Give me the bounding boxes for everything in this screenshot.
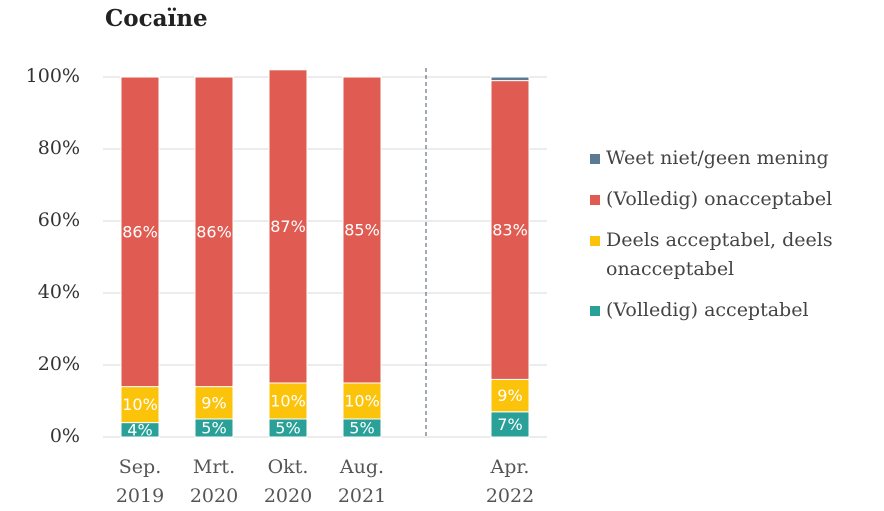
y-tick-label: 0%: [50, 425, 80, 447]
data-label: 9%: [497, 386, 522, 405]
x-tick-label: Apr. 2022: [486, 456, 534, 507]
bar-segment: [194, 76, 234, 388]
legend-item: Deels acceptabel, deels onacceptabel: [590, 226, 880, 284]
bar-segment: [490, 411, 530, 438]
chart-title: Cocaïne: [105, 5, 208, 32]
data-label: 7%: [497, 415, 522, 434]
bar-segment: [490, 76, 530, 82]
y-tick-label: 100%: [26, 65, 80, 87]
data-label: 5%: [349, 419, 374, 438]
data-label: 86%: [122, 222, 158, 241]
legend-swatch: [590, 195, 600, 205]
data-label: 83%: [492, 221, 528, 240]
x-tick-label: Mrt. 2020: [190, 456, 238, 507]
legend-swatch: [590, 236, 600, 246]
data-label: 87%: [270, 217, 306, 236]
data-label: 9%: [201, 393, 226, 412]
bar-segment: [120, 76, 160, 388]
data-label: 5%: [275, 419, 300, 438]
data-label: 10%: [344, 392, 380, 411]
bar-segment: [194, 386, 234, 420]
data-label: 5%: [201, 419, 226, 438]
legend-swatch: [590, 154, 600, 164]
data-label: 86%: [196, 222, 232, 241]
bar-segment: [268, 382, 308, 420]
legend-label: Weet niet/geen mening: [606, 147, 829, 169]
bar-segment: [490, 80, 530, 380]
data-label: 10%: [122, 395, 158, 414]
bar-segment: [342, 382, 382, 420]
y-tick-label: 40%: [38, 281, 80, 303]
x-tick-label: Aug. 2021: [338, 456, 386, 507]
x-tick-label: Sep. 2019: [116, 456, 164, 507]
legend-item: Weet niet/geen mening: [590, 144, 880, 173]
y-tick-label: 60%: [38, 209, 80, 231]
data-label: 85%: [344, 221, 380, 240]
legend-label: Deels acceptabel, deels onacceptabel: [606, 229, 833, 280]
legend-label: (Volledig) acceptabel: [606, 299, 809, 321]
legend-label: (Volledig) onacceptabel: [606, 188, 833, 210]
bar-segment: [490, 378, 530, 413]
legend: Weet niet/geen mening (Volledig) onaccept…: [590, 144, 880, 337]
legend-item: (Volledig) acceptabel: [590, 296, 880, 325]
y-tick-label: 20%: [38, 353, 80, 375]
bar-segment: [120, 386, 160, 424]
data-label: 10%: [270, 392, 306, 411]
bar-segment: [268, 69, 308, 384]
legend-swatch: [590, 306, 600, 316]
bar-segment: [342, 76, 382, 384]
x-tick-label: Okt. 2020: [264, 456, 312, 507]
y-tick-label: 80%: [38, 137, 80, 159]
legend-item: (Volledig) onacceptabel: [590, 185, 880, 214]
data-label: 4%: [127, 420, 152, 439]
